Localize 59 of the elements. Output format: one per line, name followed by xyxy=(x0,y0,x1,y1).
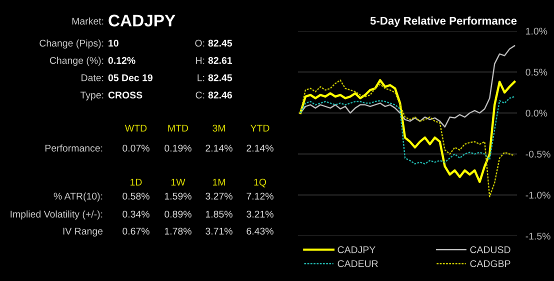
text: 1D xyxy=(130,178,142,186)
text: WTD xyxy=(124,124,147,132)
text: 05 Dec 19 xyxy=(108,74,153,82)
text: 3M xyxy=(212,124,225,132)
text: Date: xyxy=(82,74,104,82)
text: 1M xyxy=(212,178,225,186)
text: 82.45 xyxy=(208,74,232,82)
text: Implied Volatility (+/-): xyxy=(10,210,102,220)
text: MTD xyxy=(168,124,188,132)
text: 1.85% xyxy=(206,210,232,218)
text: C: xyxy=(196,92,204,99)
text: Change (Pips): xyxy=(40,39,104,49)
text: 3.21% xyxy=(246,210,274,218)
text: Market: xyxy=(72,17,104,25)
text: 0.67% xyxy=(122,228,150,235)
text: 0.58% xyxy=(122,192,150,200)
text: 0.07% xyxy=(122,144,150,152)
text: 0.89% xyxy=(164,210,192,218)
text: 1.59% xyxy=(164,192,192,200)
legend-label: CADEUR xyxy=(338,260,378,268)
y-tick-label: -0.5% xyxy=(526,150,550,158)
text: L: xyxy=(198,74,204,82)
text: 0.12% xyxy=(108,57,136,64)
text: 82.45 xyxy=(208,40,232,47)
text: 1W xyxy=(171,178,186,186)
text: 0.34% xyxy=(122,210,150,218)
legend-label: CADJPY xyxy=(338,246,376,254)
text: 10 xyxy=(108,40,118,47)
text: YTD xyxy=(250,124,270,132)
text: 6.43% xyxy=(246,228,274,235)
text: IV Range xyxy=(63,228,103,237)
text: CROSS xyxy=(108,92,142,99)
chart-title: 5-Day Relative Performance xyxy=(370,16,517,27)
line-series xyxy=(300,96,516,164)
text: 82.46 xyxy=(208,92,232,99)
line-series xyxy=(300,45,516,128)
legend-label: CADUSD xyxy=(470,246,510,254)
text: Type: xyxy=(80,92,104,100)
text: 2.14% xyxy=(206,144,232,152)
y-tick-label: 1.0% xyxy=(526,28,548,35)
text: Change (%): xyxy=(50,56,104,66)
legend-label: CADGBP xyxy=(470,260,510,268)
text: 0.19% xyxy=(164,144,192,152)
y-tick-label: 0.0% xyxy=(526,110,548,117)
text: 3.27% xyxy=(206,192,232,200)
text: % ATR(10): xyxy=(54,192,102,202)
text: CADJPY xyxy=(108,14,176,26)
text: 7.12% xyxy=(246,192,274,200)
text: 1.78% xyxy=(164,228,192,235)
y-tick-label: -1.0% xyxy=(526,192,550,199)
text: 3.71% xyxy=(206,228,232,235)
text: O: xyxy=(195,40,204,47)
text: 82.61 xyxy=(208,57,232,64)
text: H: xyxy=(196,57,204,64)
text: Performance: xyxy=(45,144,102,152)
text: 2.14% xyxy=(246,144,274,152)
y-tick-label: -1.5% xyxy=(526,232,550,240)
y-tick-label: 0.5% xyxy=(526,68,548,76)
text: 1Q xyxy=(254,178,266,188)
